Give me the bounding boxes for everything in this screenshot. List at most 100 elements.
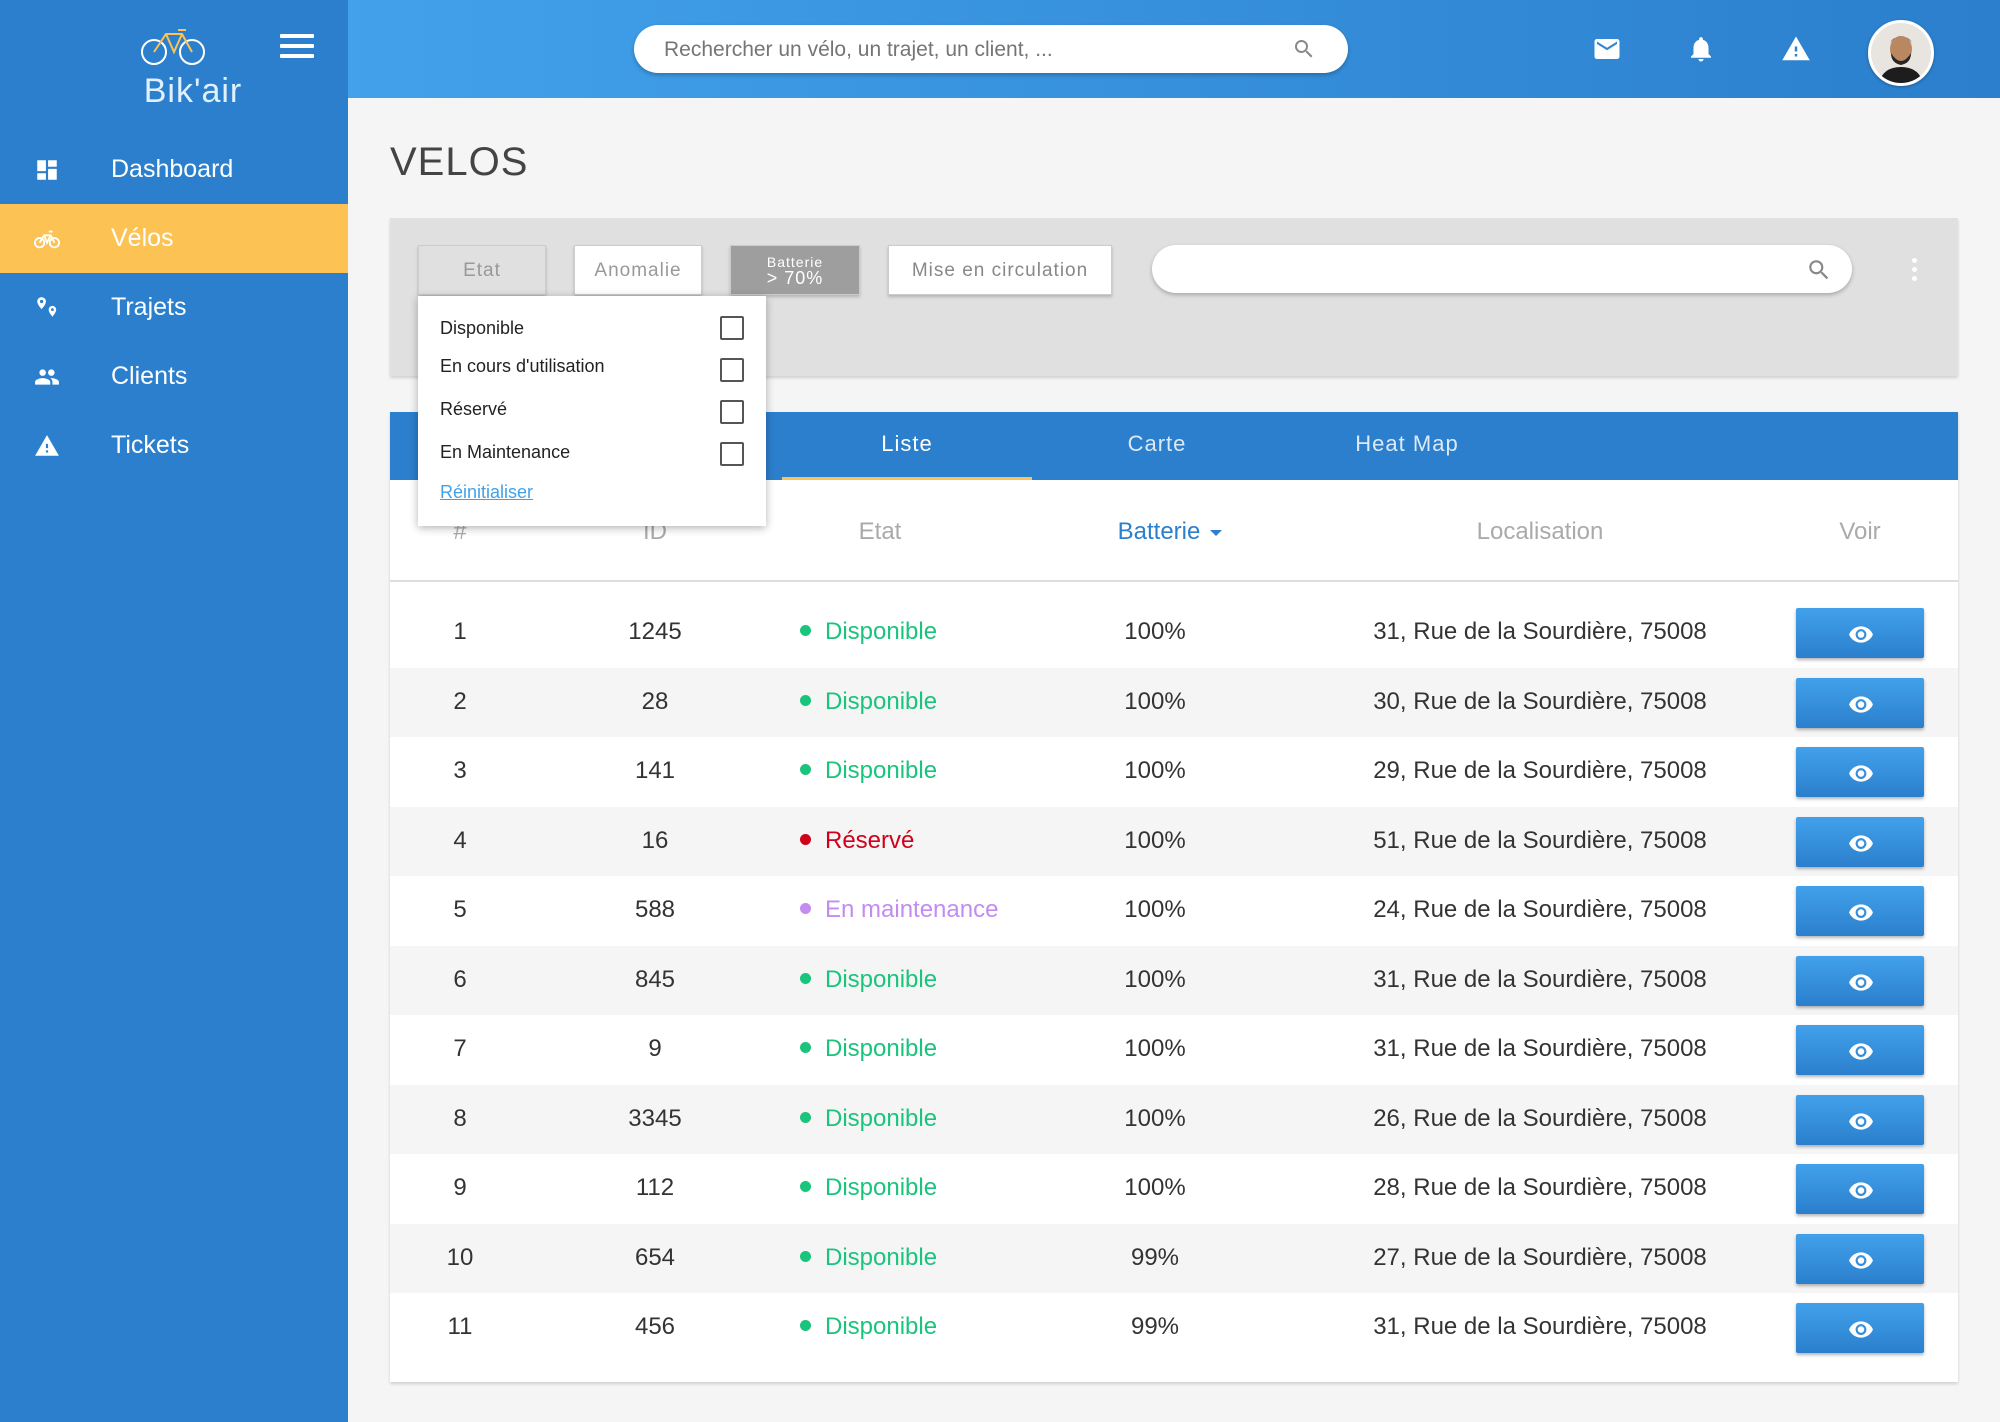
bike-id: 16 [641,826,669,854]
location: 31, Rue de la Sourdière, 75008 [1373,965,1707,993]
logo-text: Bik'air [143,72,243,110]
filter-mise-en-circulation-button[interactable]: Mise en circulation [888,245,1112,295]
battery: 100% [1124,896,1186,923]
tab-heat-map[interactable]: Heat Map [1355,431,1459,456]
status: Disponible [800,1174,937,1202]
checkbox-reserve[interactable] [720,400,744,424]
table-row: 2 28 Disponible 100% 30, Rue de la Sourd… [390,667,1958,737]
filter-etat-button[interactable]: Etat [418,245,546,295]
status: Réservé [800,827,914,855]
tab-liste[interactable]: Liste [782,412,1032,480]
battery: 100% [1124,1174,1186,1201]
people-icon [35,369,59,385]
column-header-etat[interactable]: Etat [858,518,902,545]
bike-id: 3345 [628,1104,682,1132]
view-button[interactable] [1796,886,1924,936]
mail-icon[interactable] [1592,34,1622,64]
view-button[interactable] [1796,608,1924,658]
sidebar-item-tickets[interactable]: Tickets [0,411,348,480]
column-header-localisation[interactable]: Localisation [1476,518,1604,545]
status-label: Disponible [825,1035,938,1062]
battery: 100% [1124,618,1186,645]
sidebar-nav: Dashboard Vélos Trajets Clients Tickets [0,135,348,480]
map-pins-icon [37,297,57,317]
sidebar-item-label: Dashboard [111,155,234,183]
battery: 100% [1124,826,1186,854]
checkbox-disponible[interactable] [720,316,744,340]
global-search[interactable] [634,25,1348,73]
status: Disponible [800,618,937,646]
dashboard-icon [37,160,57,180]
view-button[interactable] [1796,1025,1924,1075]
velos-card: Liste Carte Heat Map # ID Etat Batterie … [390,412,1958,1382]
page-title: VELOS [390,140,529,184]
dropdown-option-label[interactable]: En Maintenance [440,442,571,462]
view-button[interactable] [1796,1233,1924,1284]
eye-icon [1849,904,1873,921]
status-label: Disponible [825,1243,938,1271]
reset-link[interactable]: Réinitialiser [440,482,534,502]
checkbox-en-cours[interactable] [720,358,744,382]
dropdown-option-label[interactable]: En cours d'utilisation [440,356,605,376]
dropdown-option-label[interactable]: Réservé [440,399,508,419]
battery: 100% [1124,1104,1186,1132]
sidebar-item-velos[interactable]: Vélos [0,204,348,273]
view-button[interactable] [1796,1094,1924,1145]
status-label: Disponible [825,757,938,784]
sidebar-item-clients[interactable]: Clients [0,342,348,411]
global-search-input[interactable] [662,35,1266,65]
eye-icon [1849,1112,1873,1130]
status-dot-icon [800,833,811,845]
search-icon[interactable] [1806,257,1832,283]
sidebar-item-dashboard[interactable]: Dashboard [0,135,348,204]
row-number: 11 [447,1313,473,1340]
view-button[interactable] [1796,677,1924,728]
location: 28, Rue de la Sourdière, 75008 [1373,1174,1707,1201]
warning-icon [35,435,59,456]
dropdown-option-label[interactable]: Disponible [440,318,525,338]
sidebar: Bik'air Dashboard Vélos Trajets Clients … [0,0,348,1422]
more-options-icon[interactable] [1910,258,1918,282]
search-icon[interactable] [1292,37,1316,61]
row-number: 4 [453,826,467,854]
filter-search[interactable] [1152,245,1852,293]
logo[interactable]: Bik'air [128,28,258,110]
location: 31, Rue de la Sourdière, 75008 [1373,618,1707,645]
battery: 99% [1130,1313,1180,1340]
filter-search-input[interactable] [1176,255,1760,285]
bell-icon[interactable] [1686,34,1716,64]
view-button[interactable] [1796,747,1924,797]
sort-desc-icon [1210,529,1223,536]
column-header-batterie[interactable]: Batterie [1050,518,1290,546]
bike-id: 654 [634,1243,676,1271]
alert-icon[interactable] [1781,34,1811,64]
view-button[interactable] [1796,955,1924,1006]
status: Disponible [800,1244,937,1272]
view-button[interactable] [1796,816,1924,867]
row-number: 10 [446,1243,474,1271]
row-number: 8 [453,1104,467,1132]
eye-icon [1849,695,1873,713]
table-row: 1 1245 Disponible 100% 31, Rue de la Sou… [390,598,1958,668]
menu-toggle-icon[interactable] [280,34,314,58]
status: Disponible [800,688,937,716]
location: 27, Rue de la Sourdière, 75008 [1373,1243,1707,1271]
view-button[interactable] [1796,1303,1924,1353]
status-label: Disponible [825,618,938,645]
checkbox-maintenance[interactable] [720,442,744,466]
battery: 100% [1124,757,1186,784]
eye-icon [1849,765,1873,782]
table-row: 3 141 Disponible 100% 29, Rue de la Sour… [390,737,1958,807]
sidebar-item-label: Vélos [111,224,174,252]
sidebar-item-trajets[interactable]: Trajets [0,273,348,342]
eye-icon [1849,973,1873,991]
view-button[interactable] [1796,1164,1924,1214]
filter-batterie-button[interactable]: Batterie > 70% [730,245,860,295]
status-dot-icon [800,694,811,706]
location: 24, Rue de la Sourdière, 75008 [1373,896,1707,923]
tab-carte[interactable]: Carte [1127,431,1187,456]
filter-anomalie-button[interactable]: Anomalie [574,245,702,295]
status-dot-icon [800,903,811,915]
avatar[interactable] [1868,20,1934,86]
location: 29, Rue de la Sourdière, 75008 [1373,757,1707,784]
